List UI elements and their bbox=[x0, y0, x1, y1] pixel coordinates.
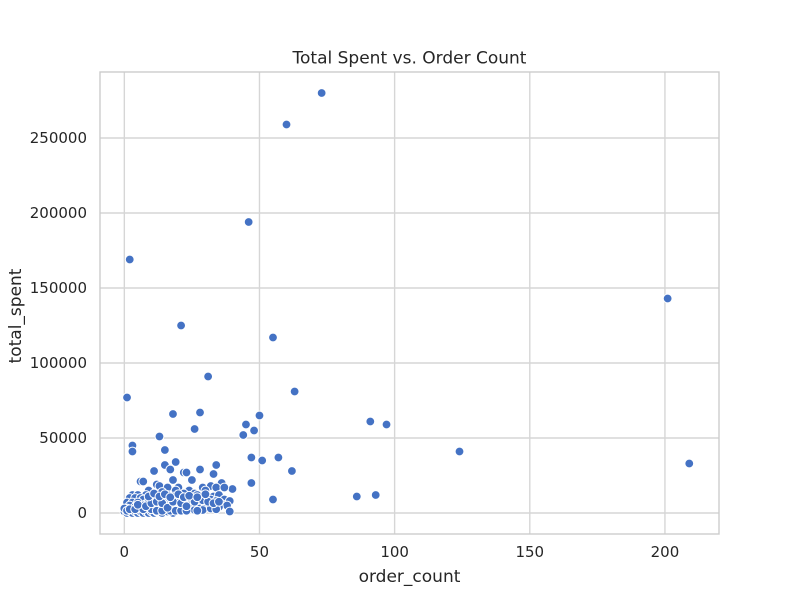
data-point bbox=[254, 410, 265, 421]
data-point bbox=[122, 392, 132, 403]
data-point bbox=[287, 466, 297, 476]
data-point bbox=[181, 501, 192, 512]
data-point bbox=[189, 424, 200, 434]
data-point bbox=[203, 371, 214, 382]
data-point bbox=[268, 494, 278, 505]
data-point bbox=[268, 332, 278, 343]
x-tick-label: 0 bbox=[120, 543, 130, 561]
x-tick-label: 100 bbox=[380, 543, 409, 561]
y-tick-label: 100000 bbox=[30, 354, 87, 372]
data-point bbox=[246, 478, 257, 488]
data-point bbox=[149, 466, 159, 476]
data-point bbox=[351, 491, 362, 502]
data-point bbox=[219, 482, 230, 493]
data-point bbox=[165, 464, 176, 475]
data-point bbox=[168, 409, 178, 419]
data-point bbox=[246, 452, 257, 463]
y-tick-label: 150000 bbox=[30, 279, 87, 297]
tick-label-layer: 0 50 100 150 200 0 50000 100000 150000 200000 2500… bbox=[30, 129, 680, 561]
y-tick-label: 250000 bbox=[30, 129, 87, 147]
data-point bbox=[195, 407, 205, 418]
x-tick-label: 50 bbox=[250, 543, 269, 561]
data-point bbox=[224, 506, 235, 517]
data-point bbox=[181, 467, 192, 478]
data-point bbox=[200, 489, 211, 500]
data-point bbox=[289, 386, 300, 397]
data-point bbox=[162, 502, 173, 513]
data-point bbox=[170, 457, 181, 467]
data-point bbox=[192, 492, 203, 503]
data-point bbox=[241, 419, 251, 430]
data-point bbox=[662, 293, 673, 304]
data-point bbox=[243, 217, 254, 227]
x-tick-label: 200 bbox=[651, 543, 680, 561]
data-point bbox=[281, 119, 292, 130]
data-point bbox=[273, 452, 284, 463]
data-point bbox=[124, 254, 135, 265]
data-point bbox=[454, 446, 465, 457]
y-tick-label: 0 bbox=[77, 504, 87, 522]
chart-title: Total Spent vs. Order Count bbox=[292, 49, 527, 69]
data-point bbox=[184, 490, 195, 501]
data-point bbox=[211, 460, 222, 470]
data-point bbox=[192, 505, 203, 516]
data-point bbox=[127, 446, 138, 457]
data-point bbox=[365, 416, 376, 427]
data-point bbox=[684, 458, 695, 469]
data-point bbox=[381, 419, 392, 430]
grid-layer bbox=[100, 72, 719, 534]
data-point bbox=[159, 445, 170, 455]
data-point bbox=[132, 499, 143, 510]
data-point bbox=[168, 475, 178, 485]
data-point bbox=[316, 88, 327, 98]
data-point bbox=[214, 496, 224, 507]
data-point bbox=[195, 464, 205, 475]
data-point bbox=[370, 490, 381, 500]
y-tick-label: 50000 bbox=[39, 429, 87, 447]
data-point bbox=[154, 431, 165, 442]
data-point bbox=[138, 476, 149, 487]
x-axis-label: order_count bbox=[359, 567, 461, 587]
y-axis-label: total_spent bbox=[6, 268, 26, 363]
points-layer bbox=[119, 88, 695, 518]
data-point bbox=[176, 320, 186, 331]
data-point bbox=[257, 455, 268, 466]
x-tick-label: 150 bbox=[515, 543, 544, 561]
data-point bbox=[187, 475, 197, 485]
y-tick-label: 200000 bbox=[30, 204, 87, 222]
data-point bbox=[249, 425, 259, 436]
data-point bbox=[238, 430, 249, 440]
plot-frame bbox=[99, 71, 720, 535]
data-point bbox=[165, 492, 176, 503]
data-point bbox=[227, 484, 238, 494]
data-point bbox=[208, 469, 219, 479]
